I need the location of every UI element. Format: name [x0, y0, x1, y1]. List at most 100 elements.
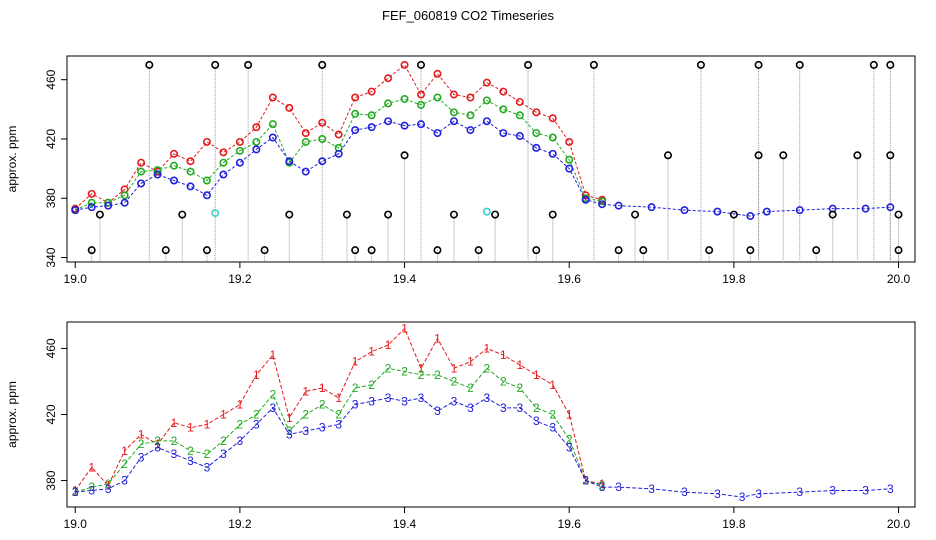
- series-line: [75, 397, 891, 498]
- data-point-label: 3: [319, 421, 326, 435]
- data-point-label: 3: [286, 427, 293, 441]
- data-point: [285, 103, 294, 112]
- x-tick-label: 19.0: [64, 272, 88, 286]
- data-point-label: 1: [467, 355, 474, 369]
- data-point-label: 2: [121, 457, 128, 471]
- data-point: [664, 151, 673, 160]
- data-point: [631, 210, 640, 219]
- data-point-label: 3: [401, 394, 408, 408]
- data-point-label: 2: [401, 365, 408, 379]
- data-point: [95, 210, 104, 219]
- data-point-label: 1: [237, 398, 244, 412]
- data-point: [351, 109, 360, 118]
- data-point: [869, 60, 878, 69]
- series-reference: [211, 207, 491, 218]
- data-point: [482, 117, 491, 126]
- data-point-label: 1: [171, 416, 178, 430]
- x-tick-label: 19.8: [722, 272, 746, 286]
- data-point: [351, 246, 360, 255]
- data-point-label: 2: [237, 417, 244, 431]
- data-point-label: 2: [335, 408, 342, 422]
- data-point: [400, 94, 409, 103]
- data-point-label: 3: [500, 401, 507, 415]
- data-point: [515, 97, 524, 106]
- data-point-label: 3: [582, 474, 589, 488]
- data-point-label: 3: [187, 454, 194, 468]
- data-point: [433, 93, 442, 102]
- series-line: [75, 96, 603, 211]
- data-point-label: 3: [862, 483, 869, 497]
- data-point-label: 3: [739, 490, 746, 504]
- y-tick-label: 460: [44, 338, 58, 358]
- data-point-label: 2: [253, 408, 260, 422]
- x-tick-label: 19.2: [228, 272, 252, 286]
- x-tick-label: 19.6: [558, 517, 582, 531]
- data-point-label: 3: [566, 441, 573, 455]
- data-point-label: 3: [434, 404, 441, 418]
- data-point: [178, 210, 187, 219]
- data-point: [211, 60, 220, 69]
- data-point: [680, 206, 689, 215]
- data-point-label: 3: [533, 414, 540, 428]
- data-point: [482, 207, 491, 216]
- data-point: [87, 203, 96, 212]
- data-point: [565, 155, 574, 164]
- data-point-label: 3: [681, 485, 688, 499]
- data-point-label: 1: [286, 411, 293, 425]
- data-point-label: 3: [714, 487, 721, 501]
- data-point: [170, 176, 179, 185]
- data-point: [614, 246, 623, 255]
- data-point: [202, 246, 211, 255]
- data-point: [746, 246, 755, 255]
- data-point-label: 1: [566, 408, 573, 422]
- data-point: [318, 157, 327, 166]
- data-point: [729, 210, 738, 219]
- data-point-label: 1: [187, 421, 194, 435]
- data-point-label: 2: [187, 444, 194, 458]
- data-point-label: 3: [253, 417, 260, 431]
- data-point: [795, 206, 804, 215]
- data-point: [466, 111, 475, 120]
- data-point: [219, 158, 228, 167]
- x-tick-label: 19.2: [228, 517, 252, 531]
- data-point: [548, 114, 557, 123]
- data-point-label: 2: [533, 401, 540, 415]
- data-point-label: 2: [566, 432, 573, 446]
- data-point-label: 3: [154, 441, 161, 455]
- data-point-label: 2: [516, 381, 523, 395]
- y-axis-label: approx. ppm: [5, 126, 19, 193]
- data-point-label: 3: [484, 391, 491, 405]
- data-point: [779, 151, 788, 160]
- series-2: [71, 93, 607, 215]
- data-point: [548, 210, 557, 219]
- data-point-label: 3: [269, 401, 276, 415]
- series-line: [74, 64, 603, 210]
- data-point-label: 3: [302, 424, 309, 438]
- data-point-label: 3: [171, 447, 178, 461]
- data-point-label: 3: [648, 482, 655, 496]
- x-tick-label: 20.0: [887, 272, 911, 286]
- data-point: [696, 60, 705, 69]
- data-point: [318, 118, 327, 127]
- data-point-label: 3: [352, 398, 359, 412]
- data-point-label: 2: [286, 424, 293, 438]
- data-point-label: 3: [451, 394, 458, 408]
- data-point-label: 2: [352, 381, 359, 395]
- data-point-label: 1: [335, 391, 342, 405]
- data-point-label: 2: [451, 374, 458, 388]
- data-point: [235, 146, 244, 155]
- data-point-label: 2: [319, 398, 326, 412]
- data-point: [614, 201, 623, 210]
- data-point-label: 1: [138, 427, 145, 441]
- data-point-label: 1: [368, 345, 375, 359]
- data-point: [252, 145, 261, 154]
- data-point: [334, 130, 343, 139]
- data-point: [532, 143, 541, 152]
- x-tick-label: 19.6: [558, 272, 582, 286]
- x-tick-label: 19.0: [64, 517, 88, 531]
- data-point: [828, 210, 837, 219]
- data-point-label: 1: [401, 322, 408, 336]
- series-3: [71, 117, 895, 221]
- data-point: [219, 148, 228, 157]
- y-tick-label: 380: [44, 188, 58, 208]
